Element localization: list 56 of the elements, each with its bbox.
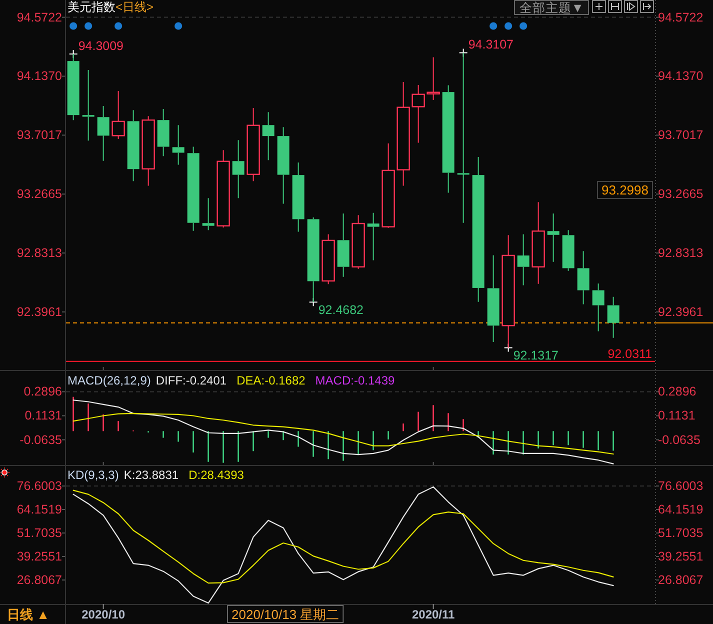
y-tick-label: 76.6003	[16, 478, 62, 493]
cursor-price: 93.2998	[597, 181, 653, 199]
text: DIFF:-0.2401	[156, 374, 227, 388]
y2-tick-label: -0.0635	[658, 432, 700, 447]
y-tick-label: 51.7035	[16, 526, 62, 540]
y2-tick-label: 64.1519	[658, 502, 704, 516]
text: MACD:-0.1439	[315, 374, 395, 388]
y-tick-label: 92.8313	[16, 246, 62, 260]
y-tick-label: 93.2665	[16, 187, 62, 202]
y2-tick-label: 51.7035	[658, 526, 704, 540]
ref-line-label: 92.0311	[608, 346, 652, 361]
text: K:23.8831	[124, 468, 179, 482]
line-series	[72, 400, 614, 464]
extreme-note: 94.3009	[68, 39, 124, 59]
line-series	[72, 412, 614, 455]
chart-title: KD(9,3,3)	[68, 468, 119, 482]
extreme-note: 92.1317	[504, 343, 559, 363]
line-series	[72, 490, 614, 584]
x-tick-label: 2020/11	[412, 608, 456, 622]
y2-tick-label: 76.6003	[658, 478, 704, 493]
extreme-note: 94.3107	[458, 38, 514, 58]
y-tick-label: 26.8067	[16, 573, 62, 588]
y2-tick-label: 93.2665	[658, 187, 704, 202]
y2-tick-label: 92.8313	[658, 246, 704, 260]
y2-tick-label: 39.2551	[658, 550, 704, 564]
text: DEA:-0.1682	[236, 374, 306, 388]
y-tick-label: 39.2551	[16, 550, 62, 564]
annotation: 94.3009	[78, 39, 124, 54]
crosshair-date: 2020/10/13 星期二	[227, 605, 344, 623]
annotation: 92.4682	[318, 303, 364, 318]
annotation: 92.1317	[513, 348, 559, 363]
y2-tick-label: 0.1131	[658, 408, 696, 423]
chart-title: 美元指数<日线>	[68, 0, 154, 14]
y2-tick-label: 94.1370	[658, 69, 704, 84]
x-tick-label: 2020/10	[82, 608, 126, 622]
annotation: 93.2998	[602, 182, 648, 198]
y-tick-label: 92.3961	[16, 304, 62, 319]
y-tick-label: 0.2896	[24, 384, 62, 399]
button: 全部主题▼	[514, 0, 589, 15]
chart-title: MACD(26,12,9)	[68, 374, 151, 388]
extreme-note: 92.4682	[308, 298, 364, 318]
y2-tick-label: 26.8067	[658, 573, 704, 588]
text: D:28.4393	[188, 468, 244, 482]
y2-tick-label: 92.3961	[658, 304, 704, 319]
y2-tick-label: 94.5722	[658, 10, 704, 24]
y-tick-label: 64.1519	[16, 502, 62, 516]
y-tick-label: 0.1131	[24, 408, 62, 423]
period-selector: 日线 ▲	[7, 607, 50, 622]
y-tick-label: 94.1370	[16, 69, 62, 84]
annotation: 94.3107	[468, 38, 514, 52]
y2-tick-label: 93.7017	[658, 128, 704, 142]
y-tick-label: 94.5722	[16, 10, 62, 24]
y2-tick-label: 0.2896	[658, 384, 696, 399]
y-tick-label: 93.7017	[16, 128, 62, 142]
line-series	[72, 486, 614, 604]
y-tick-label: -0.0635	[20, 432, 62, 447]
